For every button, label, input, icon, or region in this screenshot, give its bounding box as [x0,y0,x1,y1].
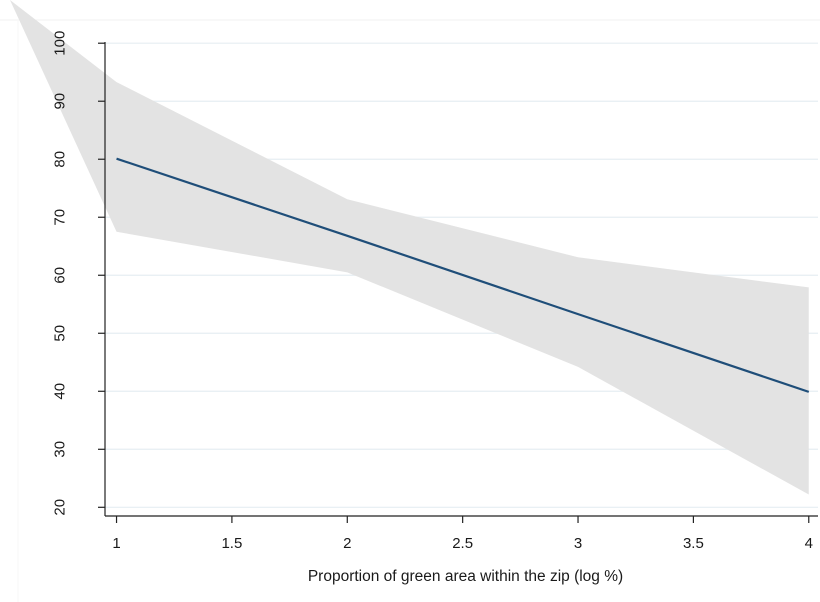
x-tick-label: 3 [574,535,582,552]
y-tick-label: 20 [52,499,69,516]
y-tick-label: 30 [52,441,69,458]
y-tick-label: 70 [52,209,69,226]
y-axis-ticks: 20 30 40 50 60 70 80 90 100 [52,31,105,516]
fitted-line [116,157,810,393]
x-tick-label: 1.5 [221,535,242,552]
y-tick-label: 40 [52,383,69,400]
axes [104,42,818,517]
x-axis-title: Proportion of green area within the zip … [308,568,623,585]
y-tick-label: 90 [52,93,69,110]
x-axis-ticks: 1 1.5 2 2.5 3 3.5 4 [112,516,813,552]
y-tick-label: 50 [52,325,69,342]
x-tick-label: 3.5 [683,535,704,552]
x-tick-label: 1 [112,535,120,552]
x-tick-label: 4 [805,535,813,552]
x-tick-label: 2.5 [452,535,473,552]
y-tick-label: 80 [52,151,69,168]
y-tick-label: 60 [52,267,69,284]
y-tick-label: 100 [52,31,69,56]
confidence-band [10,0,809,495]
x-tick-label: 2 [343,535,351,552]
